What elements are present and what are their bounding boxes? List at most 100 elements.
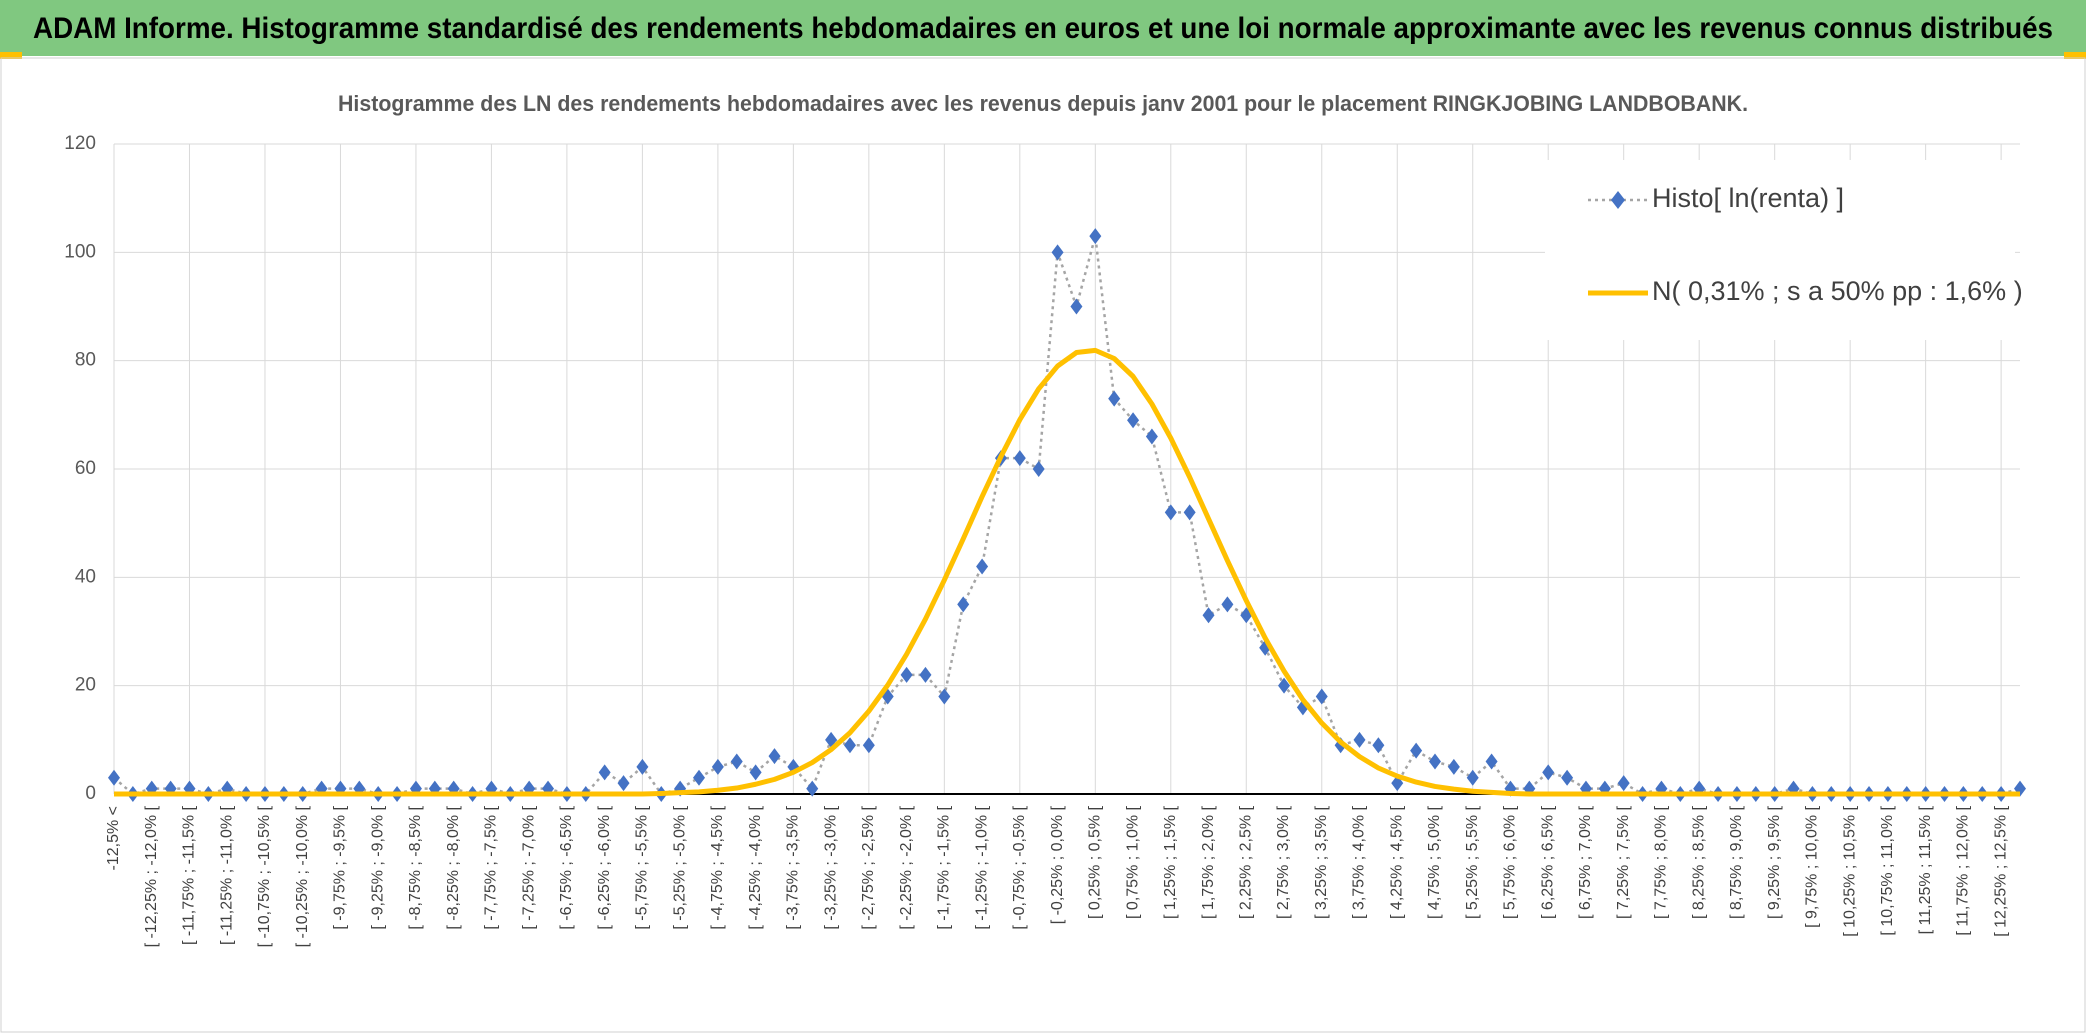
x-tick-label: [ -3,75% ; -3,5% [	[785, 805, 802, 929]
x-tick-label: [ -9,25% ; -9,0% [	[369, 805, 386, 929]
data-point	[1183, 504, 1196, 521]
data-point	[843, 737, 856, 754]
data-point	[938, 688, 951, 705]
data-point	[749, 764, 762, 781]
data-point	[957, 596, 970, 613]
x-tick-label: [ -6,75% ; -6,5% [	[558, 805, 575, 929]
x-tick-label: [ -10,75% ; -10,5% [	[256, 805, 273, 947]
plot	[108, 228, 2026, 802]
data-point	[1032, 461, 1045, 477]
x-tick-label: [ 8,75% ; 9,0% [	[1728, 805, 1745, 919]
x-tick-label: [ -6,25% ; -6,0% [	[596, 805, 613, 929]
data-point	[1013, 450, 1026, 467]
x-tick-label: [ 4,75% ; 5,0% [	[1426, 805, 1443, 919]
y-tick-label: 120	[64, 133, 96, 154]
data-point	[1561, 769, 1574, 786]
data-point	[711, 758, 724, 775]
data-point	[862, 737, 875, 754]
x-tick-label: [ -2,75% ; -2,5% [	[860, 805, 877, 929]
data-point	[1466, 769, 1479, 786]
x-tick-label: [ 7,25% ; 7,5% [	[1615, 805, 1632, 919]
x-tick-label: [ -4,25% ; -4,0% [	[747, 805, 764, 929]
x-tick-label: [ -4,75% ; -4,5% [	[709, 805, 726, 929]
data-point	[768, 748, 781, 765]
series-line	[114, 347, 2020, 797]
data-point	[1202, 607, 1215, 624]
y-tick-label: 100	[64, 241, 96, 262]
x-tick-label: [ 7,75% ; 8,0% [	[1653, 805, 1670, 919]
data-point	[1278, 677, 1291, 694]
data-point	[1051, 244, 1064, 261]
x-tick-label: [ -5,75% ; -5,5% [	[634, 805, 651, 929]
x-tick-label: [ 2,75% ; 3,0% [	[1275, 805, 1292, 919]
x-tick-label: [ -5,25% ; -5,0% [	[671, 805, 688, 929]
data-point	[1372, 737, 1385, 754]
x-tick-label: [ 4,25% ; 4,5% [	[1388, 805, 1405, 919]
banner-title: ADAM Informe. Histogramme standardisé de…	[33, 12, 2053, 45]
x-tick-label: [ 9,75% ; 10,0% [	[1804, 805, 1821, 927]
x-tick-label: [ 6,25% ; 6,5% [	[1539, 805, 1556, 919]
x-tick-label: [ 10,75% ; 11,0% [	[1879, 805, 1896, 935]
x-tick-label: [ 3,75% ; 4,0% [	[1351, 805, 1368, 919]
data-point	[1164, 504, 1177, 521]
x-tick-label: [ -0,75% ; -0,5% [	[1011, 805, 1028, 929]
data-point	[617, 775, 630, 792]
data-point	[1410, 742, 1423, 759]
data-point	[693, 769, 706, 786]
x-tick-label: [ -11,75% ; -11,5% [	[181, 805, 198, 945]
data-point	[598, 764, 611, 781]
x-tick-label: [ -10,25% ; -10,0% [	[294, 805, 311, 947]
x-tick-label: [ 2,25% ; 2,5% [	[1237, 805, 1254, 919]
x-tick-label: [ -0,25% ; 0,0% [	[1049, 805, 1066, 924]
x-tick-label: [ -7,25% ; -7,0% [	[520, 805, 537, 929]
x-tick-label: [ -1,75% ; -1,5% [	[936, 805, 953, 929]
data-point	[730, 753, 743, 770]
x-tick-label: [ 8,25% ; 8,5% [	[1690, 805, 1707, 919]
x-tick-label: [ 12,25% ; 12,5% [	[1992, 805, 2009, 936]
x-tick-label: [ 6,75% ; 7,0% [	[1577, 805, 1594, 919]
data-point	[806, 780, 819, 797]
legend-label: Histo[ ln(renta) ]	[1652, 183, 1844, 213]
data-point	[1353, 731, 1366, 748]
x-tick-label: [ -8,75% ; -8,5% [	[407, 805, 424, 929]
data-point	[1108, 390, 1121, 407]
x-tick-label: [ 1,75% ; 2,0% [	[1200, 805, 1217, 919]
data-point	[1070, 298, 1083, 315]
legend-box	[1545, 160, 2015, 340]
x-tick-label: [ 1,25% ; 1,5% [	[1162, 805, 1179, 919]
grid: 0 20 40 60 80 100 120 -12,5% < [ -12,25% ; -12,0…	[64, 133, 2020, 947]
x-tick-label: [ 0,75% ; 1,0% [	[1124, 805, 1141, 919]
y-tick-label: 40	[75, 566, 96, 587]
chart-title: Histogramme des LN des rendements hebdom…	[338, 91, 1748, 116]
x-tick-label: [ 11,25% ; 11,5% [	[1917, 805, 1934, 934]
x-tick-label: [ -9,75% ; -9,5% [	[332, 805, 349, 929]
x-tick-label: [ -8,25% ; -8,0% [	[445, 805, 462, 929]
data-point	[1127, 412, 1140, 429]
data-point	[1221, 596, 1234, 613]
y-tick-label: 80	[75, 350, 96, 371]
banner	[0, 0, 2086, 56]
chart-frame	[0, 57, 2086, 1033]
data-point	[1145, 428, 1158, 445]
x-tick-label: [ -11,25% ; -11,0% [	[218, 805, 235, 945]
data-point	[1447, 758, 1460, 775]
banner-accent-right	[2064, 52, 2086, 59]
data-point	[1542, 764, 1555, 781]
data-point	[1617, 775, 1630, 792]
data-point	[108, 769, 120, 786]
data-point	[636, 758, 649, 775]
x-tick-label: [ -7,75% ; -7,5% [	[483, 805, 500, 929]
y-tick-label: 0	[85, 783, 96, 804]
x-tick-label: [ 3,25% ; 3,5% [	[1313, 805, 1330, 919]
data-point	[919, 666, 932, 683]
x-tick-label: [ 0,25% ; 0,5% [	[1087, 805, 1104, 919]
x-tick-label: [ 9,25% ; 9,5% [	[1766, 805, 1783, 919]
x-tick-label: [ 5,75% ; 6,0% [	[1502, 805, 1519, 919]
x-tick-label: -12,5% <	[105, 806, 122, 870]
x-tick-label: [ 11,75% ; 12,0% [	[1955, 805, 1972, 935]
data-point	[900, 666, 913, 683]
data-point	[976, 558, 989, 575]
x-tick-label: [ -12,25% ; -12,0% [	[143, 805, 160, 947]
x-tick-label: [ -2,25% ; -2,0% [	[898, 805, 915, 929]
